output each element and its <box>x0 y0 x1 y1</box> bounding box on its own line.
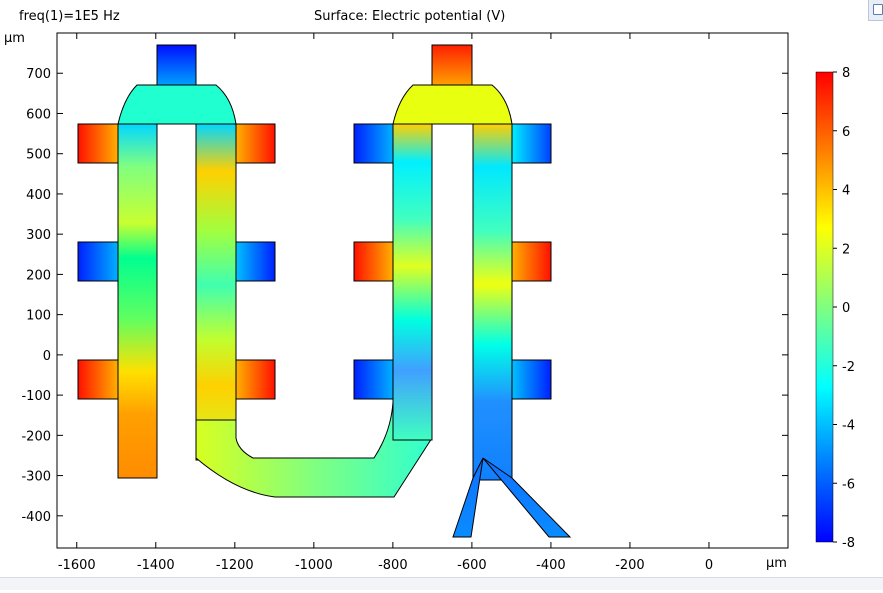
colorbar-tick-label: 6 <box>842 125 850 140</box>
right-comb-arm-1-lower <box>353 359 394 400</box>
right-electrode-structure <box>353 44 572 538</box>
y-tick-label: -200 <box>21 429 51 444</box>
window-restore-button[interactable] <box>868 0 883 21</box>
x-axis-unit: μm <box>766 556 787 571</box>
colorbar-tick-label: 0 <box>842 301 850 316</box>
restore-icon <box>873 4 883 15</box>
x-tick-label: -1000 <box>295 558 333 573</box>
y-tick-label: 0 <box>43 349 51 364</box>
y-tick-label: 600 <box>26 107 51 122</box>
right-comb-top-pad <box>431 44 473 86</box>
channel-outlet-left-branch <box>452 457 484 538</box>
colorbar-tick-label: -8 <box>842 536 855 551</box>
colorbar-tick-label: -6 <box>842 477 855 492</box>
right-comb-arm-2-middle <box>511 241 552 282</box>
right-comb-column-1 <box>392 123 433 441</box>
y-tick-label: -100 <box>21 389 51 404</box>
colorbar-tick-label: 4 <box>842 184 850 199</box>
channel-outlet-right-branch <box>482 457 572 538</box>
left-comb-arm-2-middle <box>235 241 276 282</box>
frequency-label: freq(1)=1E5 Hz <box>19 9 120 24</box>
x-tick-label: -1400 <box>137 558 175 573</box>
right-comb-arm-2-lower <box>511 359 552 400</box>
colorbar <box>815 71 834 543</box>
right-comb-arm-1-middle <box>353 241 394 282</box>
left-electrode-structure <box>77 44 433 498</box>
left-comb-arm-2-lower <box>235 359 276 400</box>
left-comb-top-pad <box>156 44 197 86</box>
colorbar-tick-label: -4 <box>842 419 855 434</box>
colorbar-tick-label: 2 <box>842 242 850 257</box>
right-comb-upper-dome <box>392 84 513 125</box>
x-axis: -1600 -1400 -1200 -1000 -800 -600 -400 -200 0 <box>58 33 713 573</box>
y-tick-label: -400 <box>21 510 51 525</box>
x-tick-label: 0 <box>705 558 713 573</box>
left-comb-arm-1-middle <box>77 241 119 282</box>
x-tick-label: -600 <box>457 558 487 573</box>
left-comb-arm-1-upper <box>77 123 119 164</box>
left-comb-column-2 <box>195 123 237 461</box>
y-tick-label: 200 <box>26 268 51 283</box>
y-tick-label: -300 <box>21 470 51 485</box>
status-strip <box>0 577 883 590</box>
left-comb-arm-2-upper <box>235 123 276 164</box>
colorbar-tick-label: -2 <box>842 360 855 375</box>
x-tick-label: -200 <box>615 558 645 573</box>
y-tick-label: 500 <box>26 148 51 163</box>
x-tick-label: -400 <box>536 558 566 573</box>
colorbar-tick-label: 8 <box>842 66 850 81</box>
plot-title: Surface: Electric potential (V) <box>314 9 505 24</box>
right-comb-arm-1-upper <box>353 123 394 164</box>
y-axis: -400 -300 -200 -100 0 100 200 300 400 500 600 700 <box>21 67 788 525</box>
left-comb-arm-1-lower <box>77 359 119 400</box>
y-tick-label: 300 <box>26 228 51 243</box>
right-comb-column-2 <box>472 123 513 481</box>
x-tick-label: -1600 <box>58 558 96 573</box>
right-comb-arm-2-upper <box>511 123 552 164</box>
x-tick-label: -1200 <box>216 558 254 573</box>
x-tick-label: -800 <box>378 558 408 573</box>
colorbar-ticks: 8 6 4 2 0 -2 -4 -6 -8 <box>833 66 855 551</box>
y-tick-label: 400 <box>26 188 51 203</box>
left-comb-column-1 <box>117 123 158 479</box>
y-tick-label: 100 <box>26 309 51 324</box>
y-axis-unit: μm <box>4 31 25 46</box>
y-tick-label: 700 <box>26 67 51 82</box>
connecting-channel <box>195 401 433 498</box>
left-comb-upper-dome <box>117 84 237 125</box>
